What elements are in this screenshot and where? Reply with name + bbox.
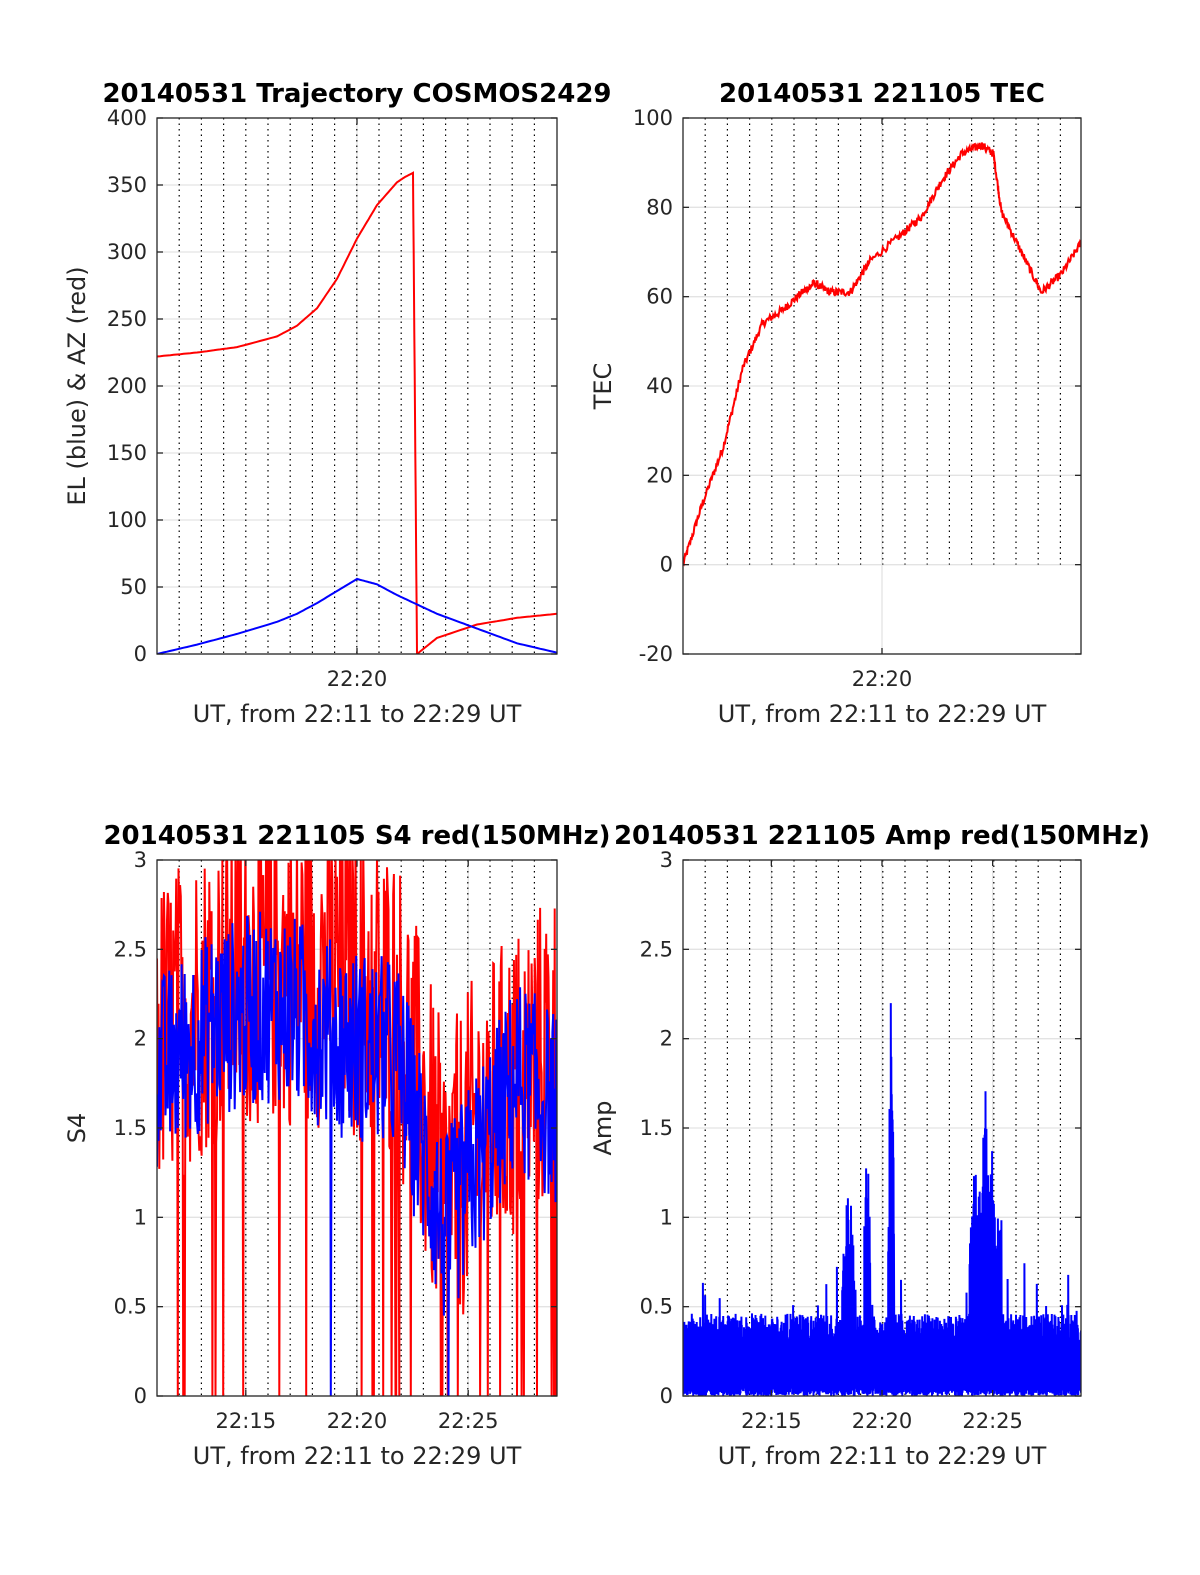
y-tick-label: 1.5: [114, 1116, 147, 1140]
x-tick-label: 22:15: [216, 1409, 277, 1433]
x-tick-label: 22:15: [741, 1409, 802, 1433]
series-amp: [683, 1003, 1081, 1396]
x-axis-label: UT, from 22:11 to 22:29 UT: [718, 1442, 1047, 1470]
y-tick-label: 350: [107, 173, 147, 197]
y-tick-label: 60: [646, 285, 673, 309]
y-axis-label: Amp: [589, 1100, 617, 1155]
y-tick-label: 3: [134, 848, 147, 872]
y-tick-label: 100: [633, 106, 673, 130]
series-s4-blue: [157, 911, 557, 1396]
y-tick-label: 2.5: [640, 937, 673, 961]
y-tick-label: 1.5: [640, 1116, 673, 1140]
y-axis-label: S4: [63, 1113, 91, 1144]
chart-title: 20140531 221105 TEC: [719, 79, 1045, 109]
y-tick-label: 2: [660, 1027, 673, 1051]
y-tick-label: 250: [107, 307, 147, 331]
y-axis-label: EL (blue) & AZ (red): [63, 266, 91, 505]
chart-panel-amp: 0 0.5 1 1.5 2 2.5 3 22:15 22:20 22:25 20140531 221…: [589, 821, 1150, 1470]
x-axis-label: UT, from 22:11 to 22:29 UT: [193, 700, 522, 728]
y-tick-label: 0: [660, 1384, 673, 1408]
y-tick-label: 1: [660, 1205, 673, 1229]
y-tick-label: 200: [107, 374, 147, 398]
y-tick-label: 0.5: [114, 1295, 147, 1319]
y-tick-label: 20: [646, 463, 673, 487]
x-tick-label: 22:20: [327, 667, 388, 691]
y-tick-label: 0.5: [640, 1295, 673, 1319]
x-tick-label: 22:25: [962, 1409, 1023, 1433]
y-tick-label: 3: [660, 848, 673, 872]
series-el: [157, 577, 557, 654]
series-tec: [683, 142, 1081, 567]
y-tick-label: 40: [646, 374, 673, 398]
x-axis-label: UT, from 22:11 to 22:29 UT: [193, 1442, 522, 1470]
x-tick-label: 22:25: [438, 1409, 499, 1433]
y-tick-label: 150: [107, 441, 147, 465]
y-tick-label: -20: [639, 642, 673, 666]
x-axis-label: UT, from 22:11 to 22:29 UT: [718, 700, 1047, 728]
y-tick-label: 2: [134, 1027, 147, 1051]
chart-title: 20140531 221105 Amp red(150MHz): [614, 821, 1150, 851]
y-axis-label: TEC: [589, 363, 617, 411]
chart-title: 20140531 Trajectory COSMOS2429: [102, 79, 611, 109]
y-tick-label: 100: [107, 508, 147, 532]
y-tick-label: 0: [660, 553, 673, 577]
y-tick-label: 300: [107, 240, 147, 264]
series-az: [157, 171, 557, 654]
x-tick-label: 22:20: [852, 667, 913, 691]
y-tick-label: 0: [134, 1384, 147, 1408]
chart-panel-s4: 0 0.5 1 1.5 2 2.5 3 22:15 22:20 22:25 20140531 221…: [63, 821, 611, 1470]
y-tick-label: 2.5: [114, 937, 147, 961]
x-tick-label: 22:20: [327, 1409, 388, 1433]
chart-panel-tec: -20 0 20 40 60 80 100 22:20 20140531 221105 TEC U…: [589, 79, 1082, 728]
y-tick-label: 0: [134, 642, 147, 666]
y-tick-label: 1: [134, 1205, 147, 1229]
chart-panel-trajectory: 0 50 100 150 200 250 300 350 400 22:20 20140531 Tr…: [63, 79, 612, 728]
y-tick-label: 50: [120, 575, 147, 599]
y-tick-label: 80: [646, 195, 673, 219]
x-tick-label: 22:20: [852, 1409, 913, 1433]
y-tick-label: 400: [107, 106, 147, 130]
chart-title: 20140531 221105 S4 red(150MHz): [103, 821, 610, 851]
